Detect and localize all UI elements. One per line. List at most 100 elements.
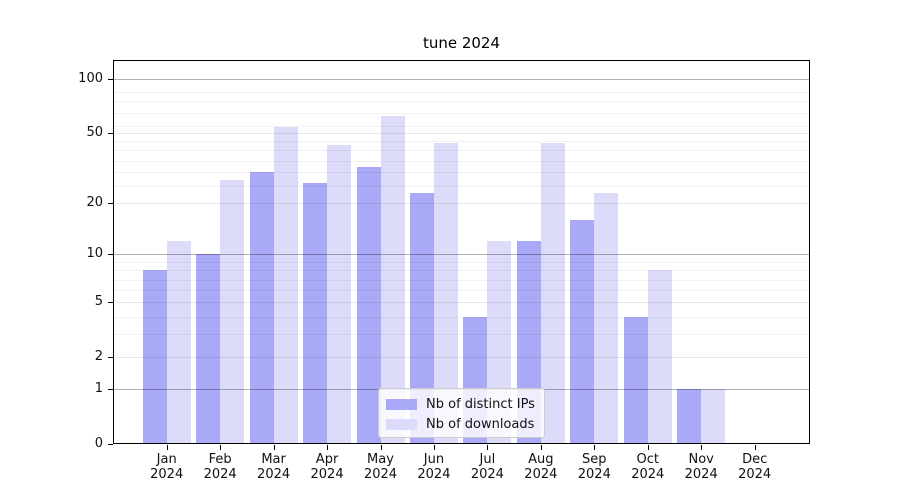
x-tick-year: 2024 [577,467,611,482]
x-tick-month: Jan [156,452,177,467]
bar-distinct-ips-sep [570,219,595,444]
minor-gridline [113,279,810,281]
bar-distinct-ips-nov [677,389,702,444]
y-tick-label: 2 [94,349,103,365]
bar-downloads-nov [701,389,726,444]
bar-distinct-ips-oct [623,316,648,444]
x-tick-year: 2024 [738,467,772,482]
y-tick-label: 1 [94,381,103,397]
x-tick-label: Mar 2024 [234,452,314,482]
x-tick-month: Nov [688,452,714,467]
legend-label-downloads: Nb of downloads [426,416,535,432]
labeled-gridline [113,132,810,134]
x-tick-month: Aug [528,452,554,467]
x-tick-year: 2024 [310,467,344,482]
x-tick-label: Jun 2024 [394,452,474,482]
x-tick-label: Aug 2024 [501,452,581,482]
y-tick-label: 100 [78,70,103,86]
y-tick-mark [108,78,113,80]
y-tick-label: 5 [94,294,103,310]
bar-distinct-ips-feb [196,254,221,444]
x-tick-month: Dec [742,452,768,467]
minor-gridline [113,290,810,292]
x-tick-label: Nov 2024 [661,452,741,482]
x-tick-month: Jun [423,452,445,467]
legend-entry-distinct-ips: Nb of distinct IPs [386,394,544,414]
x-tick-mark [166,445,168,450]
y-tick-label: 10 [86,246,103,262]
major-gridline [113,78,810,80]
x-tick-mark [701,445,703,450]
plot-area [113,60,810,444]
minor-gridline [113,172,810,174]
bar-distinct-ips-mar [249,172,274,444]
x-tick-mark [327,445,329,450]
legend-swatch-distinct-ips [386,398,417,410]
x-tick-mark [380,445,382,450]
x-tick-label: Apr 2024 [287,452,367,482]
x-tick-mark [433,445,435,450]
bar-downloads-jan [166,241,191,444]
x-tick-month: May [367,452,394,467]
x-tick-year: 2024 [470,467,504,482]
bar-downloads-oct [647,270,672,444]
x-tick-label: Feb 2024 [180,452,260,482]
y-tick-mark [108,254,113,256]
x-tick-label: Jul 2024 [447,452,527,482]
x-tick-month: Jul [479,452,496,467]
x-tick-label: Oct 2024 [608,452,688,482]
minor-gridline [113,91,810,93]
y-tick-mark [108,203,113,205]
minor-gridline [113,316,810,318]
x-tick-mark [273,445,275,450]
x-tick-label: May 2024 [341,452,421,482]
x-tick-month: Apr [315,452,339,467]
minor-gridline [113,270,810,272]
x-tick-mark [487,445,489,450]
x-tick-month: Oct [636,452,659,467]
bar-distinct-ips-jan [142,270,167,444]
x-tick-label: Sep 2024 [554,452,634,482]
y-tick-mark [108,444,113,445]
x-tick-year: 2024 [417,467,451,482]
minor-gridline [113,101,810,103]
legend-label-distinct-ips: Nb of distinct IPs [426,396,535,412]
x-tick-year: 2024 [363,467,398,482]
x-tick-month: Feb [208,452,232,467]
y-tick-mark [108,302,113,304]
x-tick-year: 2024 [631,467,665,482]
x-tick-mark [540,445,542,450]
bar-downloads-feb [220,180,245,444]
labeled-gridline [113,203,810,205]
legend-entry-downloads: Nb of downloads [386,414,544,434]
minor-gridline [113,141,810,143]
x-tick-mark [647,445,649,450]
minor-gridline [113,160,810,162]
y-tick-mark [108,389,113,391]
x-tick-mark [754,445,756,450]
x-tick-year: 2024 [524,467,558,482]
y-tick-mark [108,357,113,359]
labeled-gridline [113,357,810,359]
bar-downloads-sep [594,192,619,444]
x-tick-year: 2024 [684,467,718,482]
y-tick-label: 50 [86,124,103,140]
bar-downloads-apr [327,144,352,444]
minor-gridline [113,150,810,152]
minor-gridline [113,125,810,127]
x-tick-label: Jan 2024 [127,452,207,482]
labeled-gridline [113,302,810,304]
y-tick-label: 0 [94,436,103,451]
x-tick-year: 2024 [257,467,291,482]
x-tick-year: 2024 [203,467,237,482]
minor-gridline [113,112,810,114]
bar-downloads-mar [273,127,298,444]
x-tick-month: Sep [582,452,607,467]
major-gridline [113,254,810,256]
bar-distinct-ips-may [356,167,381,444]
bar-distinct-ips-apr [303,183,328,444]
minor-gridline [113,186,810,188]
x-tick-month: Mar [261,452,286,467]
x-tick-mark [594,445,596,450]
